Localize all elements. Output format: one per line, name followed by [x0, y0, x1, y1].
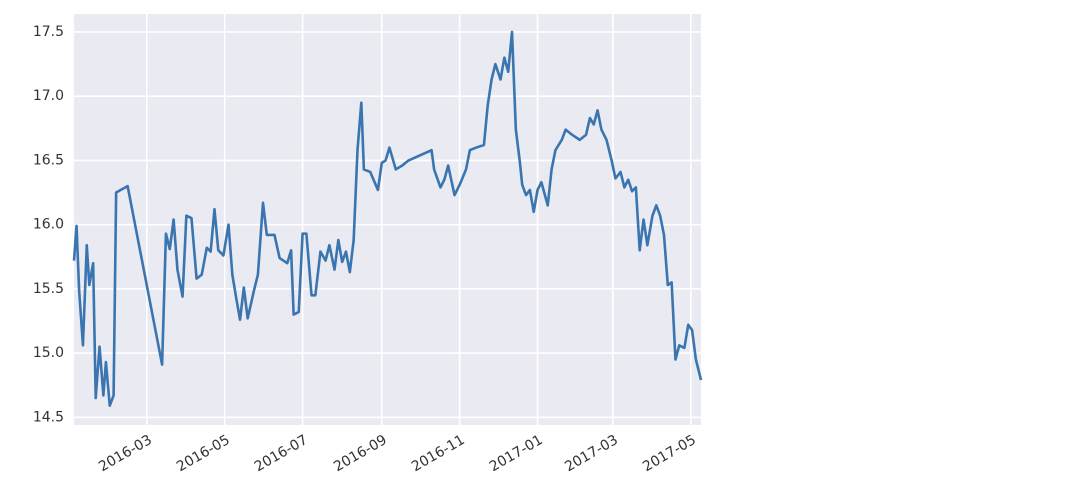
y-tick-label: 15.0 — [33, 345, 64, 361]
plot-area — [74, 14, 701, 425]
y-tick-label: 16.0 — [33, 217, 64, 233]
data-line — [72, 30, 703, 408]
x-tick-label: 2017-01 — [487, 432, 546, 475]
y-tick-label: 14.5 — [33, 409, 64, 425]
y-tick-label: 16.5 — [33, 152, 64, 168]
y-tick-label: 15.5 — [33, 281, 64, 297]
x-tick-label: 2016-11 — [409, 432, 468, 475]
y-tick-label: 17.5 — [33, 24, 64, 40]
x-tick-label: 2016-09 — [331, 432, 390, 475]
x-tick-label: 2016-03 — [96, 432, 155, 475]
x-tick-label: 2016-07 — [252, 432, 311, 475]
y-tick-label: 17.0 — [33, 88, 64, 104]
x-tick-label: 2017-03 — [562, 432, 621, 475]
x-tick-label: 2017-05 — [640, 432, 699, 475]
x-tick-label: 2016-05 — [174, 432, 233, 475]
